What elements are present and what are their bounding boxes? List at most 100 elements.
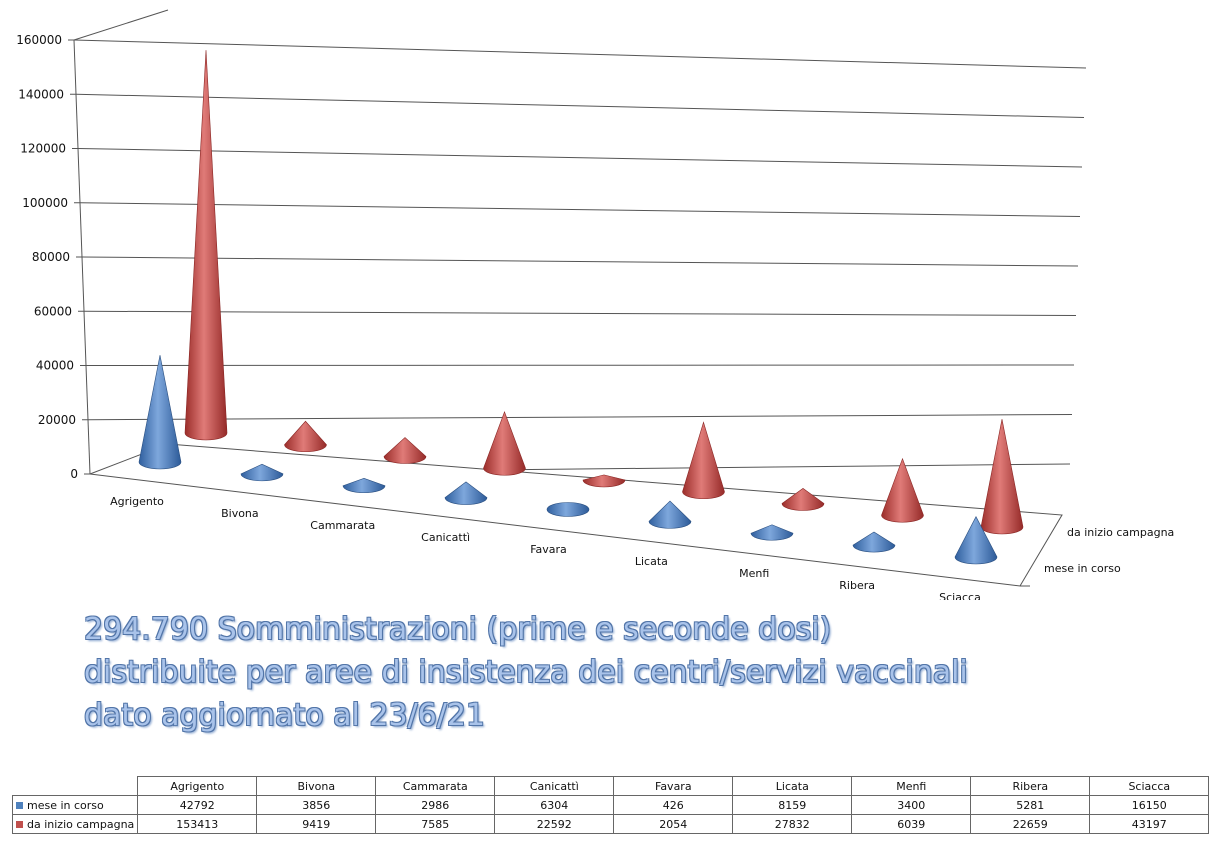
gridline <box>75 93 1085 118</box>
x-tick-label: Licata <box>635 555 668 568</box>
table-cell: 8159 <box>732 795 853 815</box>
series-axis-label: da inizio campagna <box>1067 526 1174 539</box>
table-col-header: Menfi <box>851 776 972 796</box>
cone-campagna-0 <box>184 50 228 441</box>
caption-line-2: distribuite per aree di insistenza dei c… <box>84 655 968 690</box>
cone-campagna-3 <box>483 411 526 476</box>
y-tick-label: 0 <box>70 467 78 481</box>
table-cell: 43197 <box>1089 814 1210 834</box>
cone-mese-0 <box>138 355 182 470</box>
table-series-label: da inizio campagna <box>11 814 139 834</box>
gridline <box>87 414 1073 421</box>
cone-base <box>546 502 590 517</box>
gridline <box>83 310 1077 316</box>
cone-mark <box>881 457 924 523</box>
table-col-header: Sciacca <box>1089 776 1210 796</box>
y-tick-label: 40000 <box>36 359 74 373</box>
y-tick-label: 20000 <box>38 413 76 427</box>
cone-mark <box>184 50 228 441</box>
cone-campagna-7 <box>881 457 924 523</box>
cone-mark <box>284 420 327 453</box>
table-col-header: Ribera <box>970 776 1091 796</box>
x-tick-label: Cammarata <box>310 519 375 532</box>
cone-mark <box>954 516 998 565</box>
table-cell: 2986 <box>375 795 496 815</box>
y-axis-line <box>73 39 91 475</box>
cone-mark <box>383 437 427 464</box>
x-tick-label: Sciacca <box>939 591 981 600</box>
gridline <box>81 256 1079 267</box>
gridline <box>79 202 1081 217</box>
table-cell: 7585 <box>375 814 496 834</box>
gridline <box>85 364 1075 366</box>
cone-campagna-1 <box>284 420 327 453</box>
gridline <box>73 39 1087 69</box>
series-swatch <box>16 802 23 809</box>
x-tick-label: Bivona <box>221 507 259 520</box>
table-row: mese in corso 42792 3856 2986 6304 426 8… <box>11 795 1210 815</box>
table-cell: 3400 <box>851 795 972 815</box>
table-cell: 22659 <box>970 814 1091 834</box>
cone-campagna-5 <box>682 421 725 500</box>
table-corner <box>13 777 138 796</box>
cone-mark <box>750 524 794 541</box>
caption: 294.790 Somministrazioni (prime e second… <box>84 608 968 737</box>
x-tick-label: Agrigento <box>110 495 164 508</box>
table-cell: 2054 <box>613 814 734 834</box>
cone-mese-5 <box>648 500 692 529</box>
table-header-row: Agrigento Bivona Cammarata Canicattì Fav… <box>13 776 1210 796</box>
cone-mark <box>483 411 526 476</box>
x-tick-label: Canicattì <box>421 531 470 544</box>
cone-mese-1 <box>240 463 284 482</box>
x-tick-label: Favara <box>530 543 567 556</box>
table-col-header: Bivona <box>256 776 377 796</box>
cone-mese-6 <box>750 524 794 541</box>
table-series-label: mese in corso <box>11 795 139 815</box>
cone-mark <box>648 500 692 529</box>
table-cell: 5281 <box>970 795 1091 815</box>
y-tick-label: 160000 <box>16 33 62 47</box>
cone-mark <box>342 477 386 494</box>
y-tick-label: 100000 <box>22 196 68 210</box>
table-col-header: Favara <box>613 776 734 796</box>
cone-mark <box>852 531 896 553</box>
table-cell: 426 <box>613 795 734 815</box>
table-cell: 3856 <box>256 795 377 815</box>
x-tick-label: Menfi <box>739 567 769 580</box>
series-name: da inizio campagna <box>27 817 135 831</box>
table-cell: 9419 <box>256 814 377 834</box>
caption-line-3: dato aggiornato al 23/6/21 <box>84 698 486 733</box>
data-table: Agrigento Bivona Cammarata Canicattì Fav… <box>11 776 1210 834</box>
table-cell: 27832 <box>732 814 853 834</box>
cones <box>138 50 1024 565</box>
back-wall-edge <box>73 9 169 41</box>
cone-campagna-4 <box>582 474 626 488</box>
cone-mark <box>781 488 825 511</box>
table-col-header: Canicattì <box>494 776 615 796</box>
x-tick-label: Ribera <box>839 579 875 592</box>
table-cell: 6304 <box>494 795 615 815</box>
cone-mark <box>582 474 626 488</box>
series-swatch <box>16 821 23 828</box>
cone-mark <box>444 481 488 505</box>
caption-line-1: 294.790 Somministrazioni (prime e second… <box>84 612 832 647</box>
gridlines <box>73 39 1087 475</box>
y-tick-label: 80000 <box>32 250 70 264</box>
cone-mese-2 <box>342 477 386 494</box>
labels: 0 20000 40000 60000 80000 100000 120000 140000 1… <box>16 33 1174 600</box>
cone-chart: 0 20000 40000 60000 80000 100000 120000 140000 1… <box>16 9 1174 600</box>
table-col-header: Agrigento <box>137 776 258 796</box>
cone-mark <box>682 421 725 500</box>
cone-mark <box>240 463 284 482</box>
table-cell: 16150 <box>1089 795 1210 815</box>
table-cell: 22592 <box>494 814 615 834</box>
cone-mark <box>980 419 1024 535</box>
table-cell: 153413 <box>137 814 258 834</box>
y-tick-label: 140000 <box>18 87 64 101</box>
y-tick-label: 60000 <box>34 304 72 318</box>
gridline <box>77 148 1083 168</box>
table-cell: 42792 <box>137 795 258 815</box>
table-col-header: Cammarata <box>375 776 496 796</box>
cone-campagna-2 <box>383 437 427 464</box>
cone-mark <box>138 355 182 470</box>
